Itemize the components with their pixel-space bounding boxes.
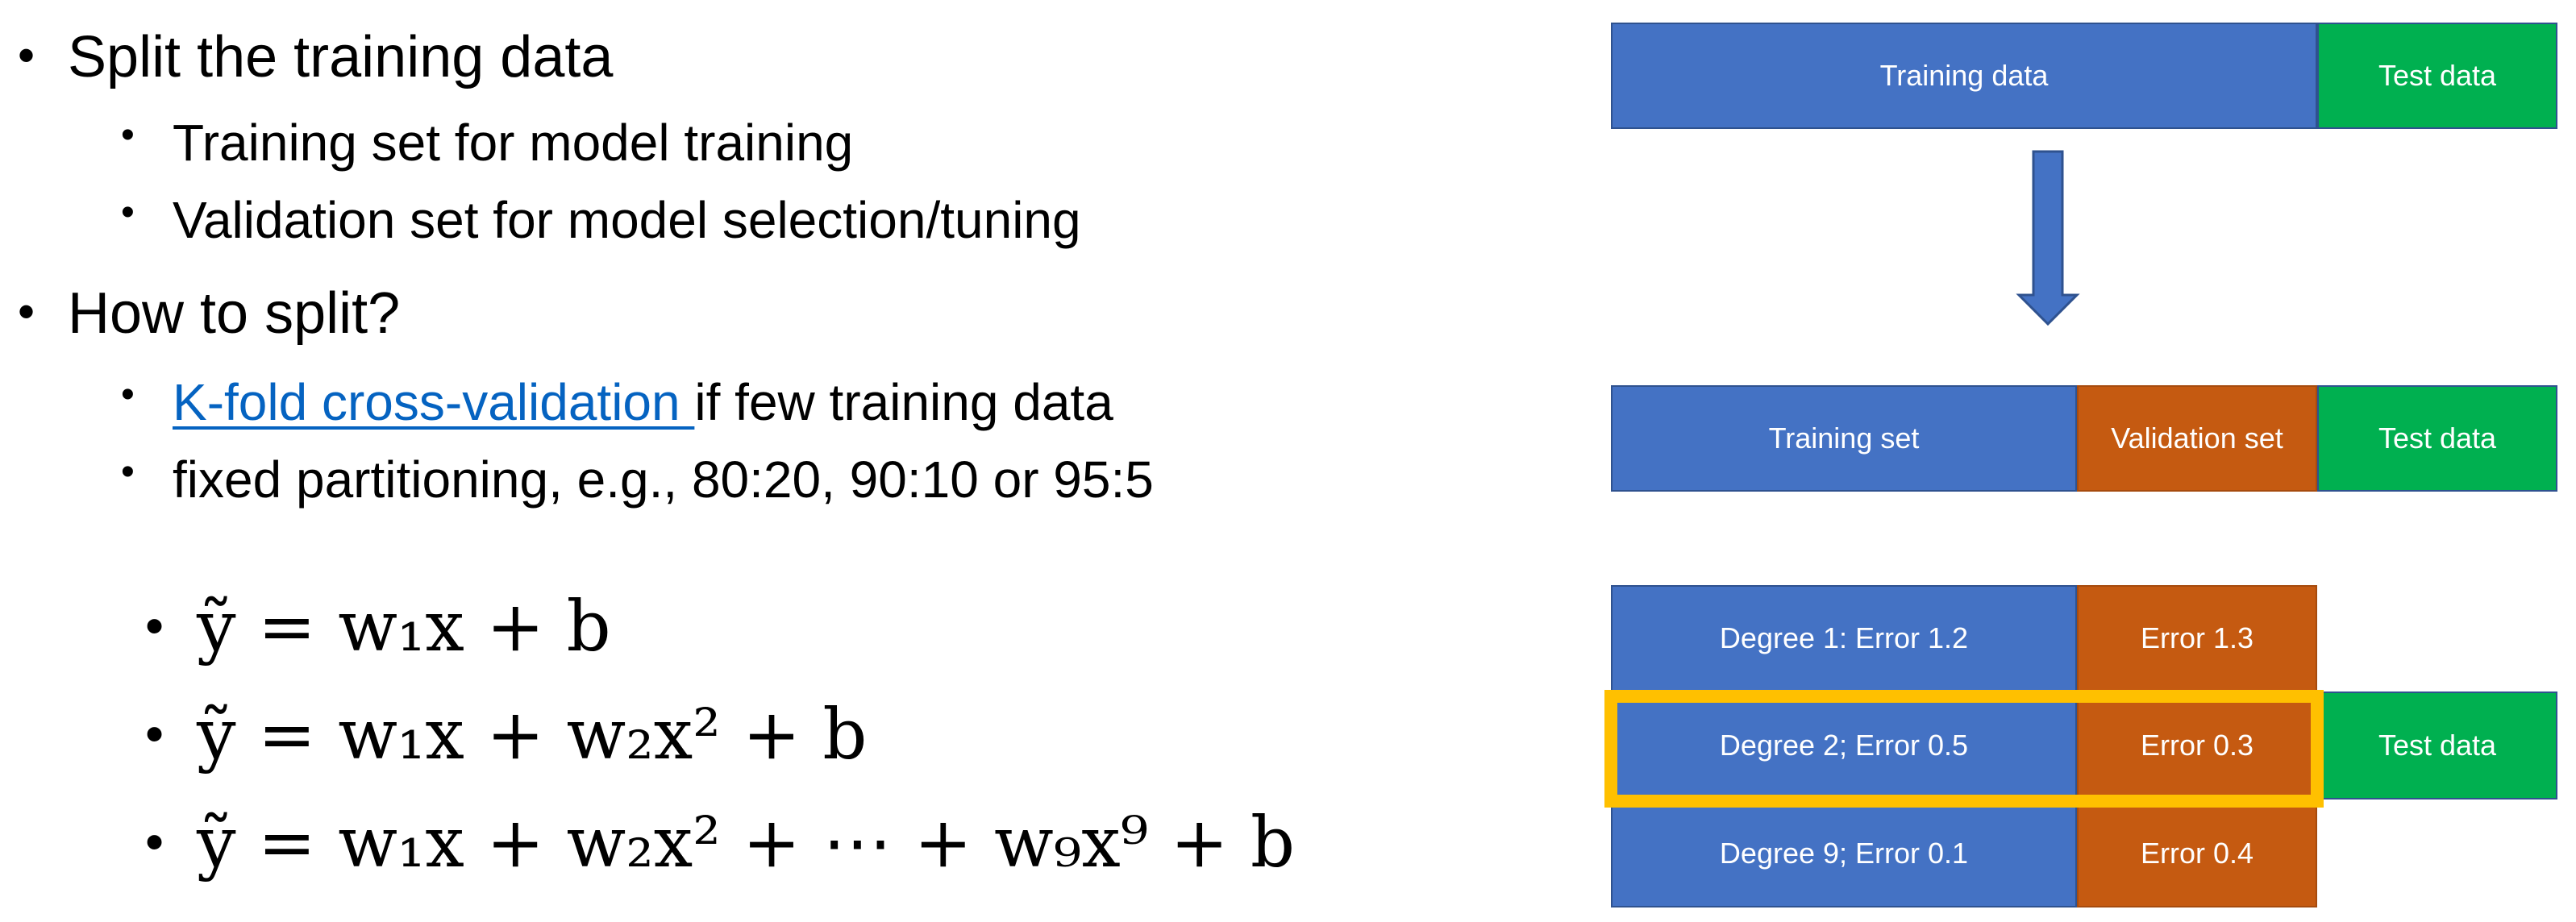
kfold-rest: if few training data xyxy=(694,373,1113,431)
bullet-how-title: How to split? xyxy=(68,281,401,346)
bullet-dot: • xyxy=(121,114,135,156)
model-degree2-box: Degree 2; Error 0.5 xyxy=(1611,692,2077,799)
kfold-link[interactable]: K-fold cross-validation xyxy=(173,373,695,431)
bullet-training-set: Training set for model training xyxy=(173,114,854,172)
training-set-box: Training set xyxy=(1611,385,2077,492)
validation-error-degree2-box: Error 0.3 xyxy=(2077,692,2317,799)
validation-set-box: Validation set xyxy=(2077,385,2317,492)
bullet-validation-set: Validation set for model selection/tunin… xyxy=(173,191,1081,249)
down-arrow-icon xyxy=(2016,150,2080,326)
equation-1: ỹ = w₁x + b xyxy=(197,587,611,667)
model-degree1-box: Degree 1: Error 1.2 xyxy=(1611,585,2077,692)
training-data-box: Training data xyxy=(1611,23,2317,129)
test-data-box: Test data xyxy=(2317,23,2557,129)
model-degree9-box: Degree 9; Error 0.1 xyxy=(1611,799,2077,907)
selected-model-highlight xyxy=(1604,690,2324,808)
equation-3: ỹ = w₁x + w₂x² + ⋯ + w₉x⁹ + b xyxy=(197,803,1296,883)
bullet-fixed: fixed partitioning, e.g., 80:20, 90:10 o… xyxy=(173,451,1154,509)
bullet-split-title: Split the training data xyxy=(68,25,614,89)
test-data-box: Test data xyxy=(2317,692,2557,799)
bullet-dot: • xyxy=(121,191,135,234)
validation-error-degree9-box: Error 0.4 xyxy=(2077,799,2317,907)
bullet-dot: • xyxy=(18,284,35,338)
bullet-dot: • xyxy=(18,28,35,82)
bullet-dot: • xyxy=(121,451,135,493)
bullet-dot: • xyxy=(121,373,135,416)
bullet-dot: • xyxy=(145,704,164,763)
bullet-dot: • xyxy=(145,596,164,655)
bullet-dot: • xyxy=(145,812,164,871)
validation-error-degree1-box: Error 1.3 xyxy=(2077,585,2317,692)
test-data-box: Test data xyxy=(2317,385,2557,492)
equation-2: ỹ = w₁x + w₂x² + b xyxy=(197,695,868,775)
bullet-kfold: K-fold cross-validation if few training … xyxy=(173,372,1113,432)
